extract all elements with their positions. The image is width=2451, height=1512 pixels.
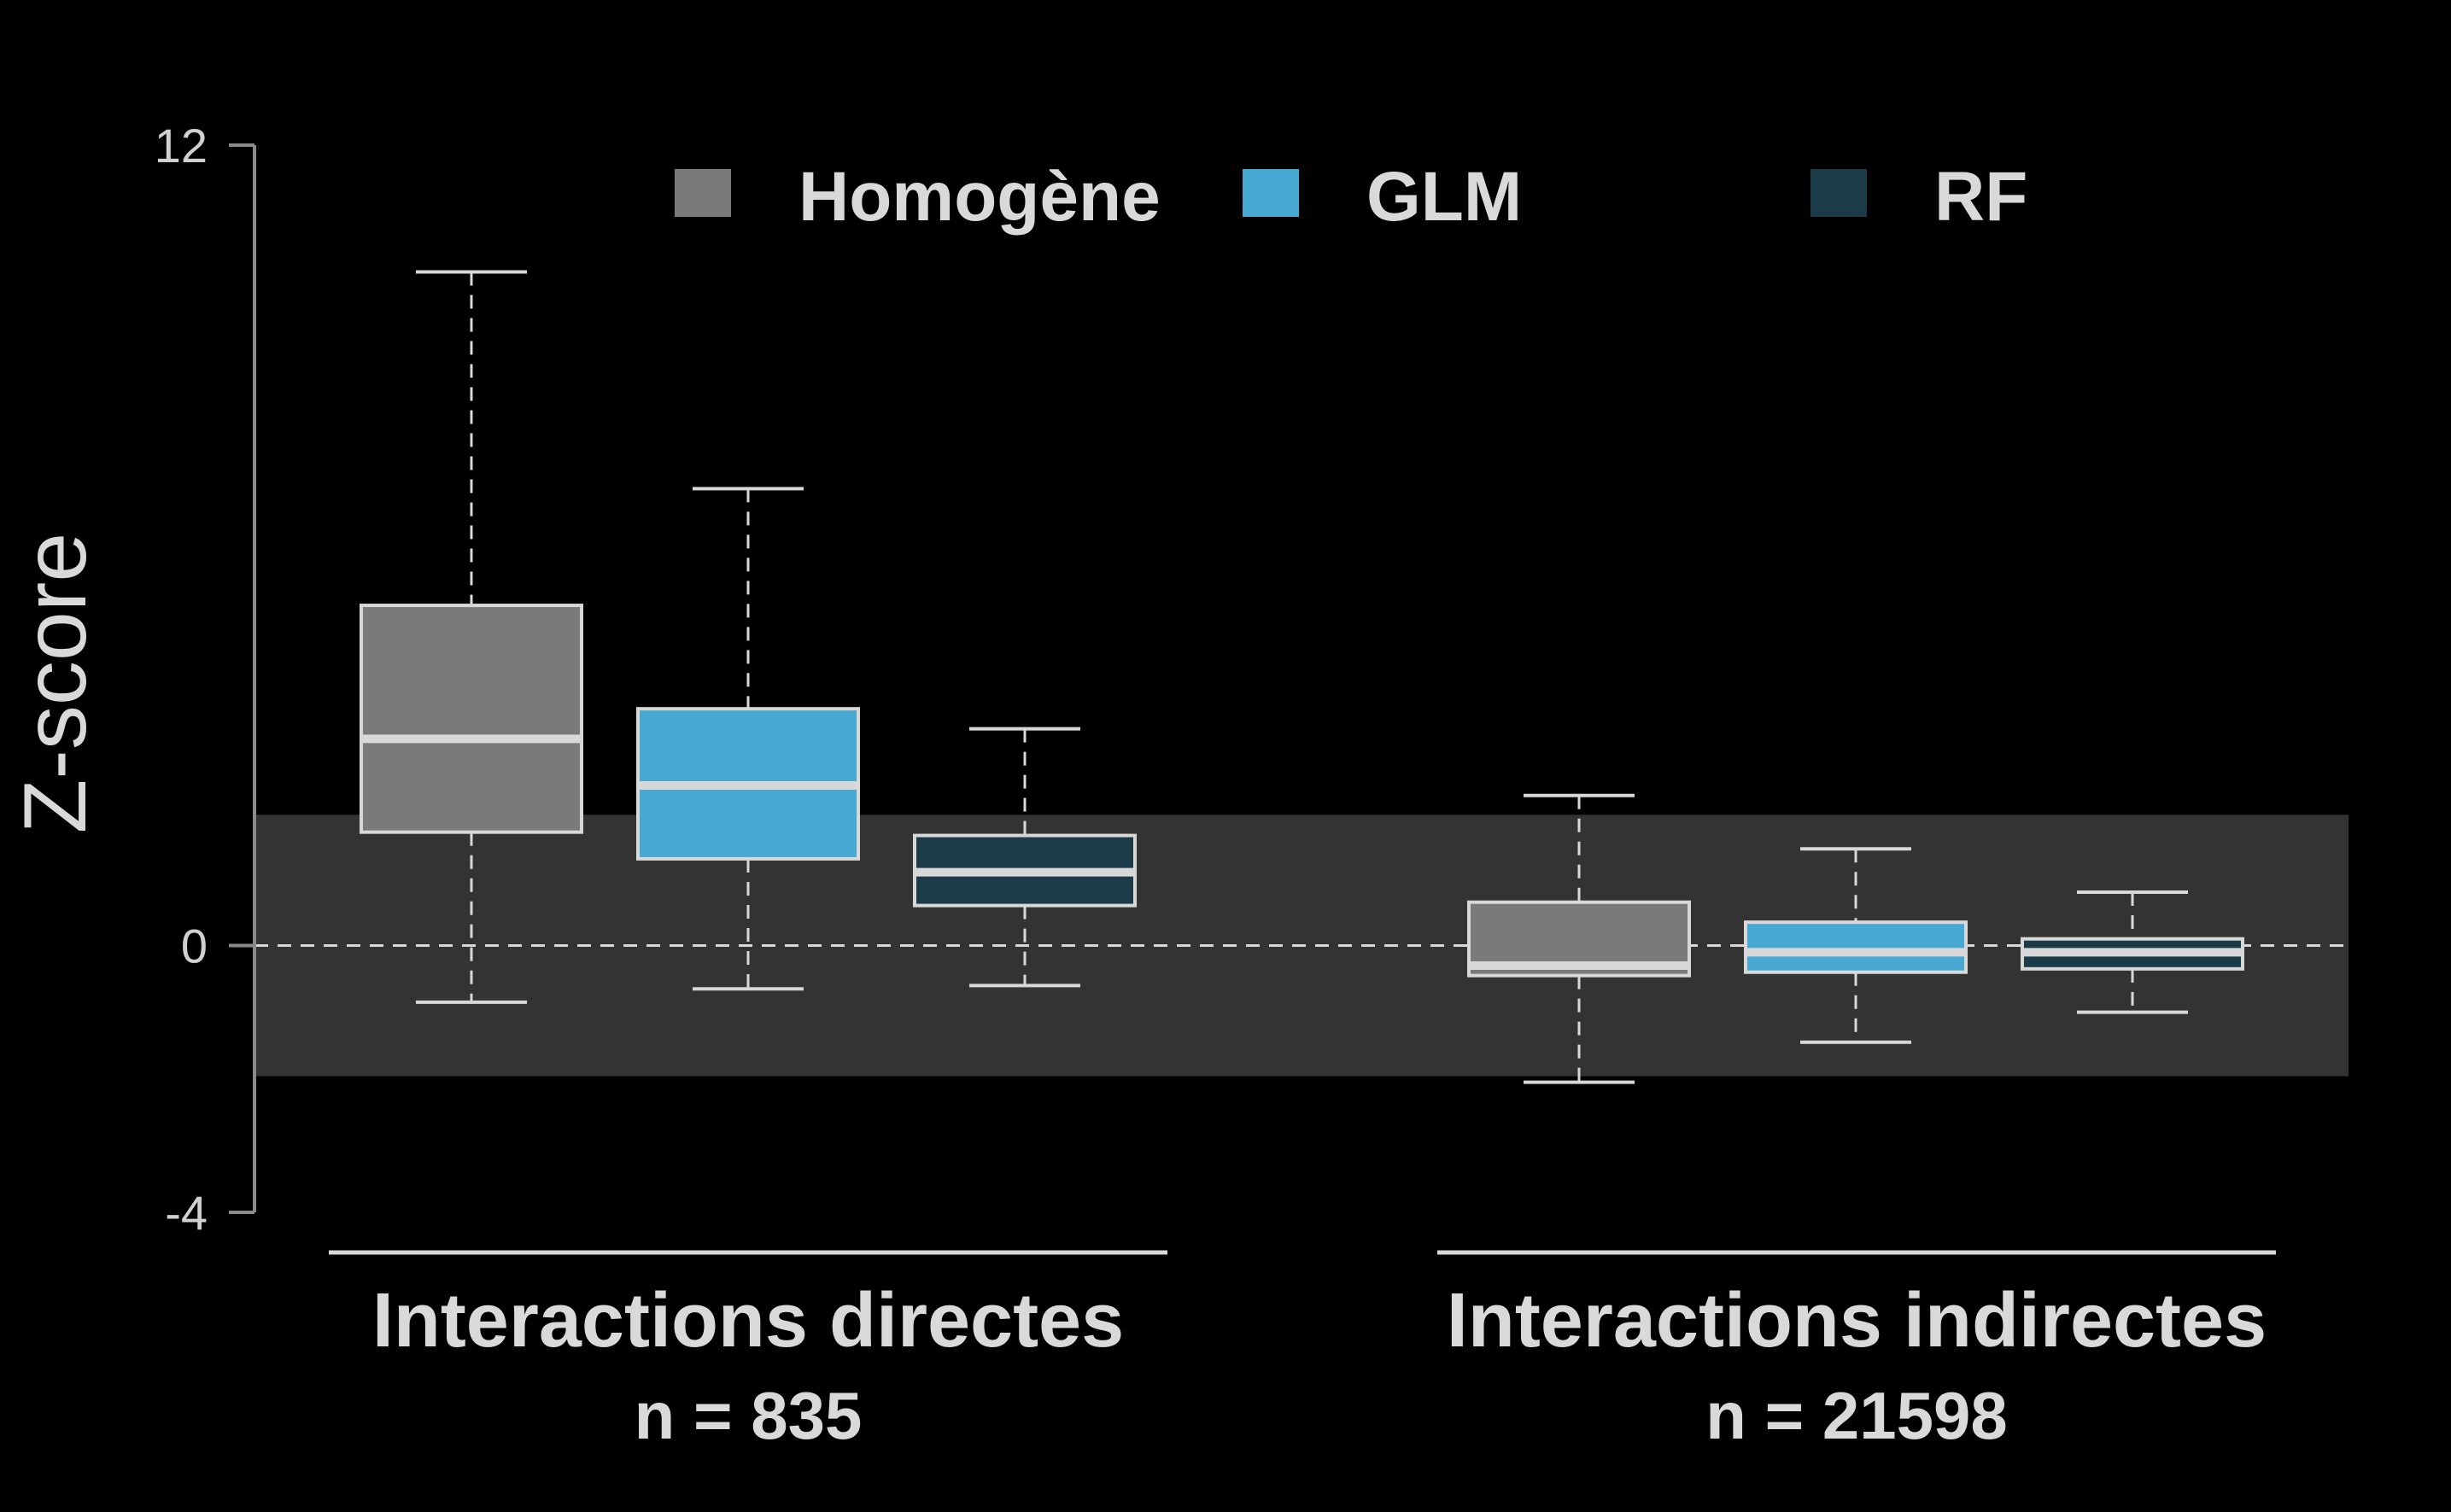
legend-label: RF xyxy=(1934,158,2027,236)
box-directes-homogène xyxy=(360,270,583,1004)
legend-label: GLM xyxy=(1366,158,1522,236)
y-tick-label: -4 xyxy=(165,1186,208,1240)
box-indirectes-homogène xyxy=(1467,793,1691,1084)
legend-item-homogène: Homogène xyxy=(675,158,1161,236)
group-sample-size: n = 21598 xyxy=(1705,1378,2007,1453)
legend-label: Homogène xyxy=(798,158,1161,236)
group-sample-size: n = 835 xyxy=(635,1378,863,1453)
legend-swatch xyxy=(1810,169,1867,217)
box-iqr xyxy=(1744,920,1968,974)
box-directes-rf xyxy=(913,727,1137,988)
legend-swatch xyxy=(675,169,731,217)
box-directes-glm xyxy=(636,487,860,991)
legend-item-rf: RF xyxy=(1810,158,2027,236)
legend-swatch xyxy=(1243,169,1299,217)
y-tick-label: 12 xyxy=(155,119,208,172)
group-label: Interactions indirectes xyxy=(1447,1278,2267,1363)
y-tick-label: 0 xyxy=(181,919,208,973)
group-label: Interactions directes xyxy=(372,1278,1124,1363)
box-iqr xyxy=(360,604,583,834)
box-indirectes-glm xyxy=(1744,847,1968,1044)
box-indirectes-rf xyxy=(2021,890,2244,1014)
legend-item-glm: GLM xyxy=(1243,158,1522,236)
y-axis-label: Z-score xyxy=(6,533,105,833)
